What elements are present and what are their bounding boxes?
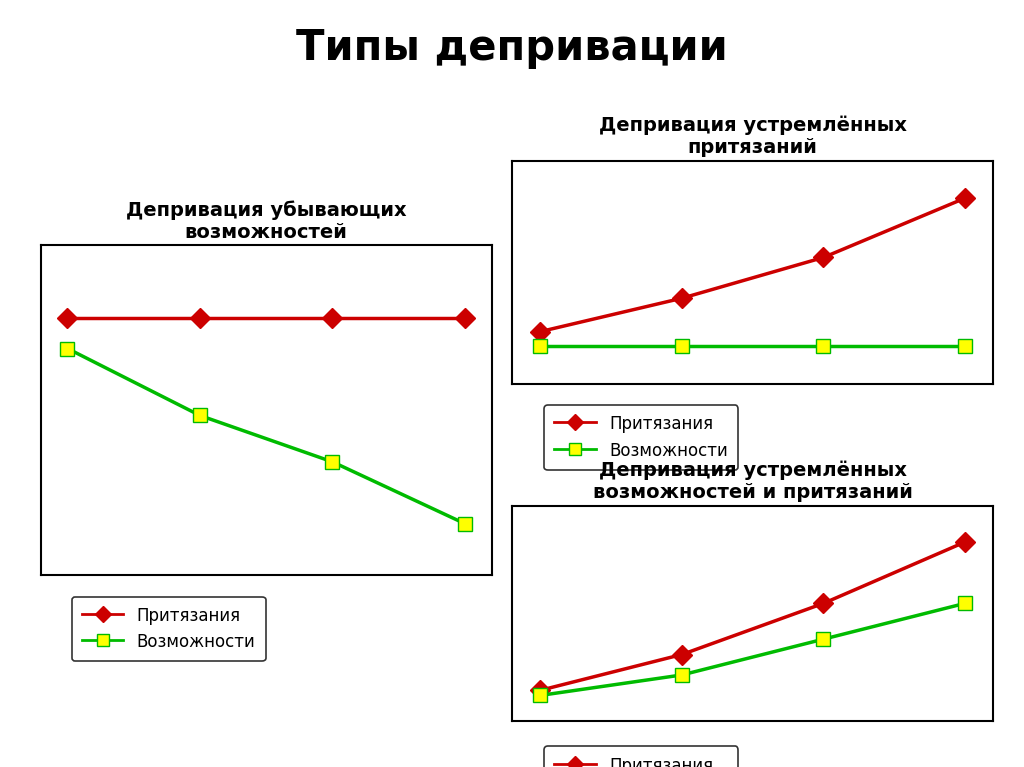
- Text: Депривация убывающих
возможностей: Депривация убывающих возможностей: [126, 200, 407, 242]
- Legend: Притязания, Возможности: Притязания, Возможности: [545, 746, 738, 767]
- Text: Типы депривации: Типы депривации: [296, 27, 728, 69]
- Legend: Притязания, Возможности: Притязания, Возможности: [72, 597, 265, 661]
- Legend: Притязания, Возможности: Притязания, Возможности: [545, 405, 738, 470]
- Text: Депривация устремлённых
притязаний: Депривация устремлённых притязаний: [599, 116, 906, 157]
- Text: Депривация устремлённых
возможностей и притязаний: Депривация устремлённых возможностей и п…: [593, 461, 912, 502]
